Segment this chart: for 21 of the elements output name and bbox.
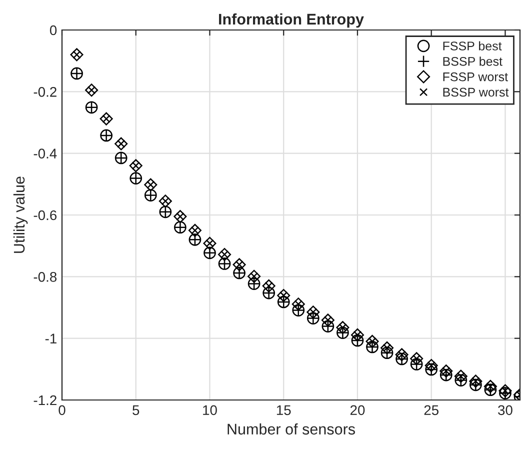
x-tick-label: 15 [276,405,291,416]
x-tick-label: 25 [424,405,438,416]
legend-label: FSSP best [443,41,502,50]
y-axis-title: Utility value [13,176,28,253]
y-tick-label: -0.6 [34,210,57,220]
y-tick-label: -0.8 [34,272,57,282]
y-tick-label: 0 [50,25,57,36]
y-tick-label: -1 [45,334,56,344]
x-tick-label: 10 [203,405,217,416]
legend-label: BSSP best [443,56,502,66]
x-tick-label: 20 [350,405,365,416]
x-tick-label: 0 [58,405,66,416]
legend-label: BSSP worst [443,88,509,97]
y-tick-label: -0.4 [34,148,57,159]
x-axis-title: Number of sensors [228,423,355,435]
y-tick-label: -1.2 [34,395,56,406]
x-tick-label: 5 [132,405,140,416]
chart-title: Information Entropy [219,13,364,28]
x-tick-label: 30 [498,405,512,416]
y-tick-label: -0.2 [34,87,56,97]
legend-label: FSSP worst [443,72,508,82]
